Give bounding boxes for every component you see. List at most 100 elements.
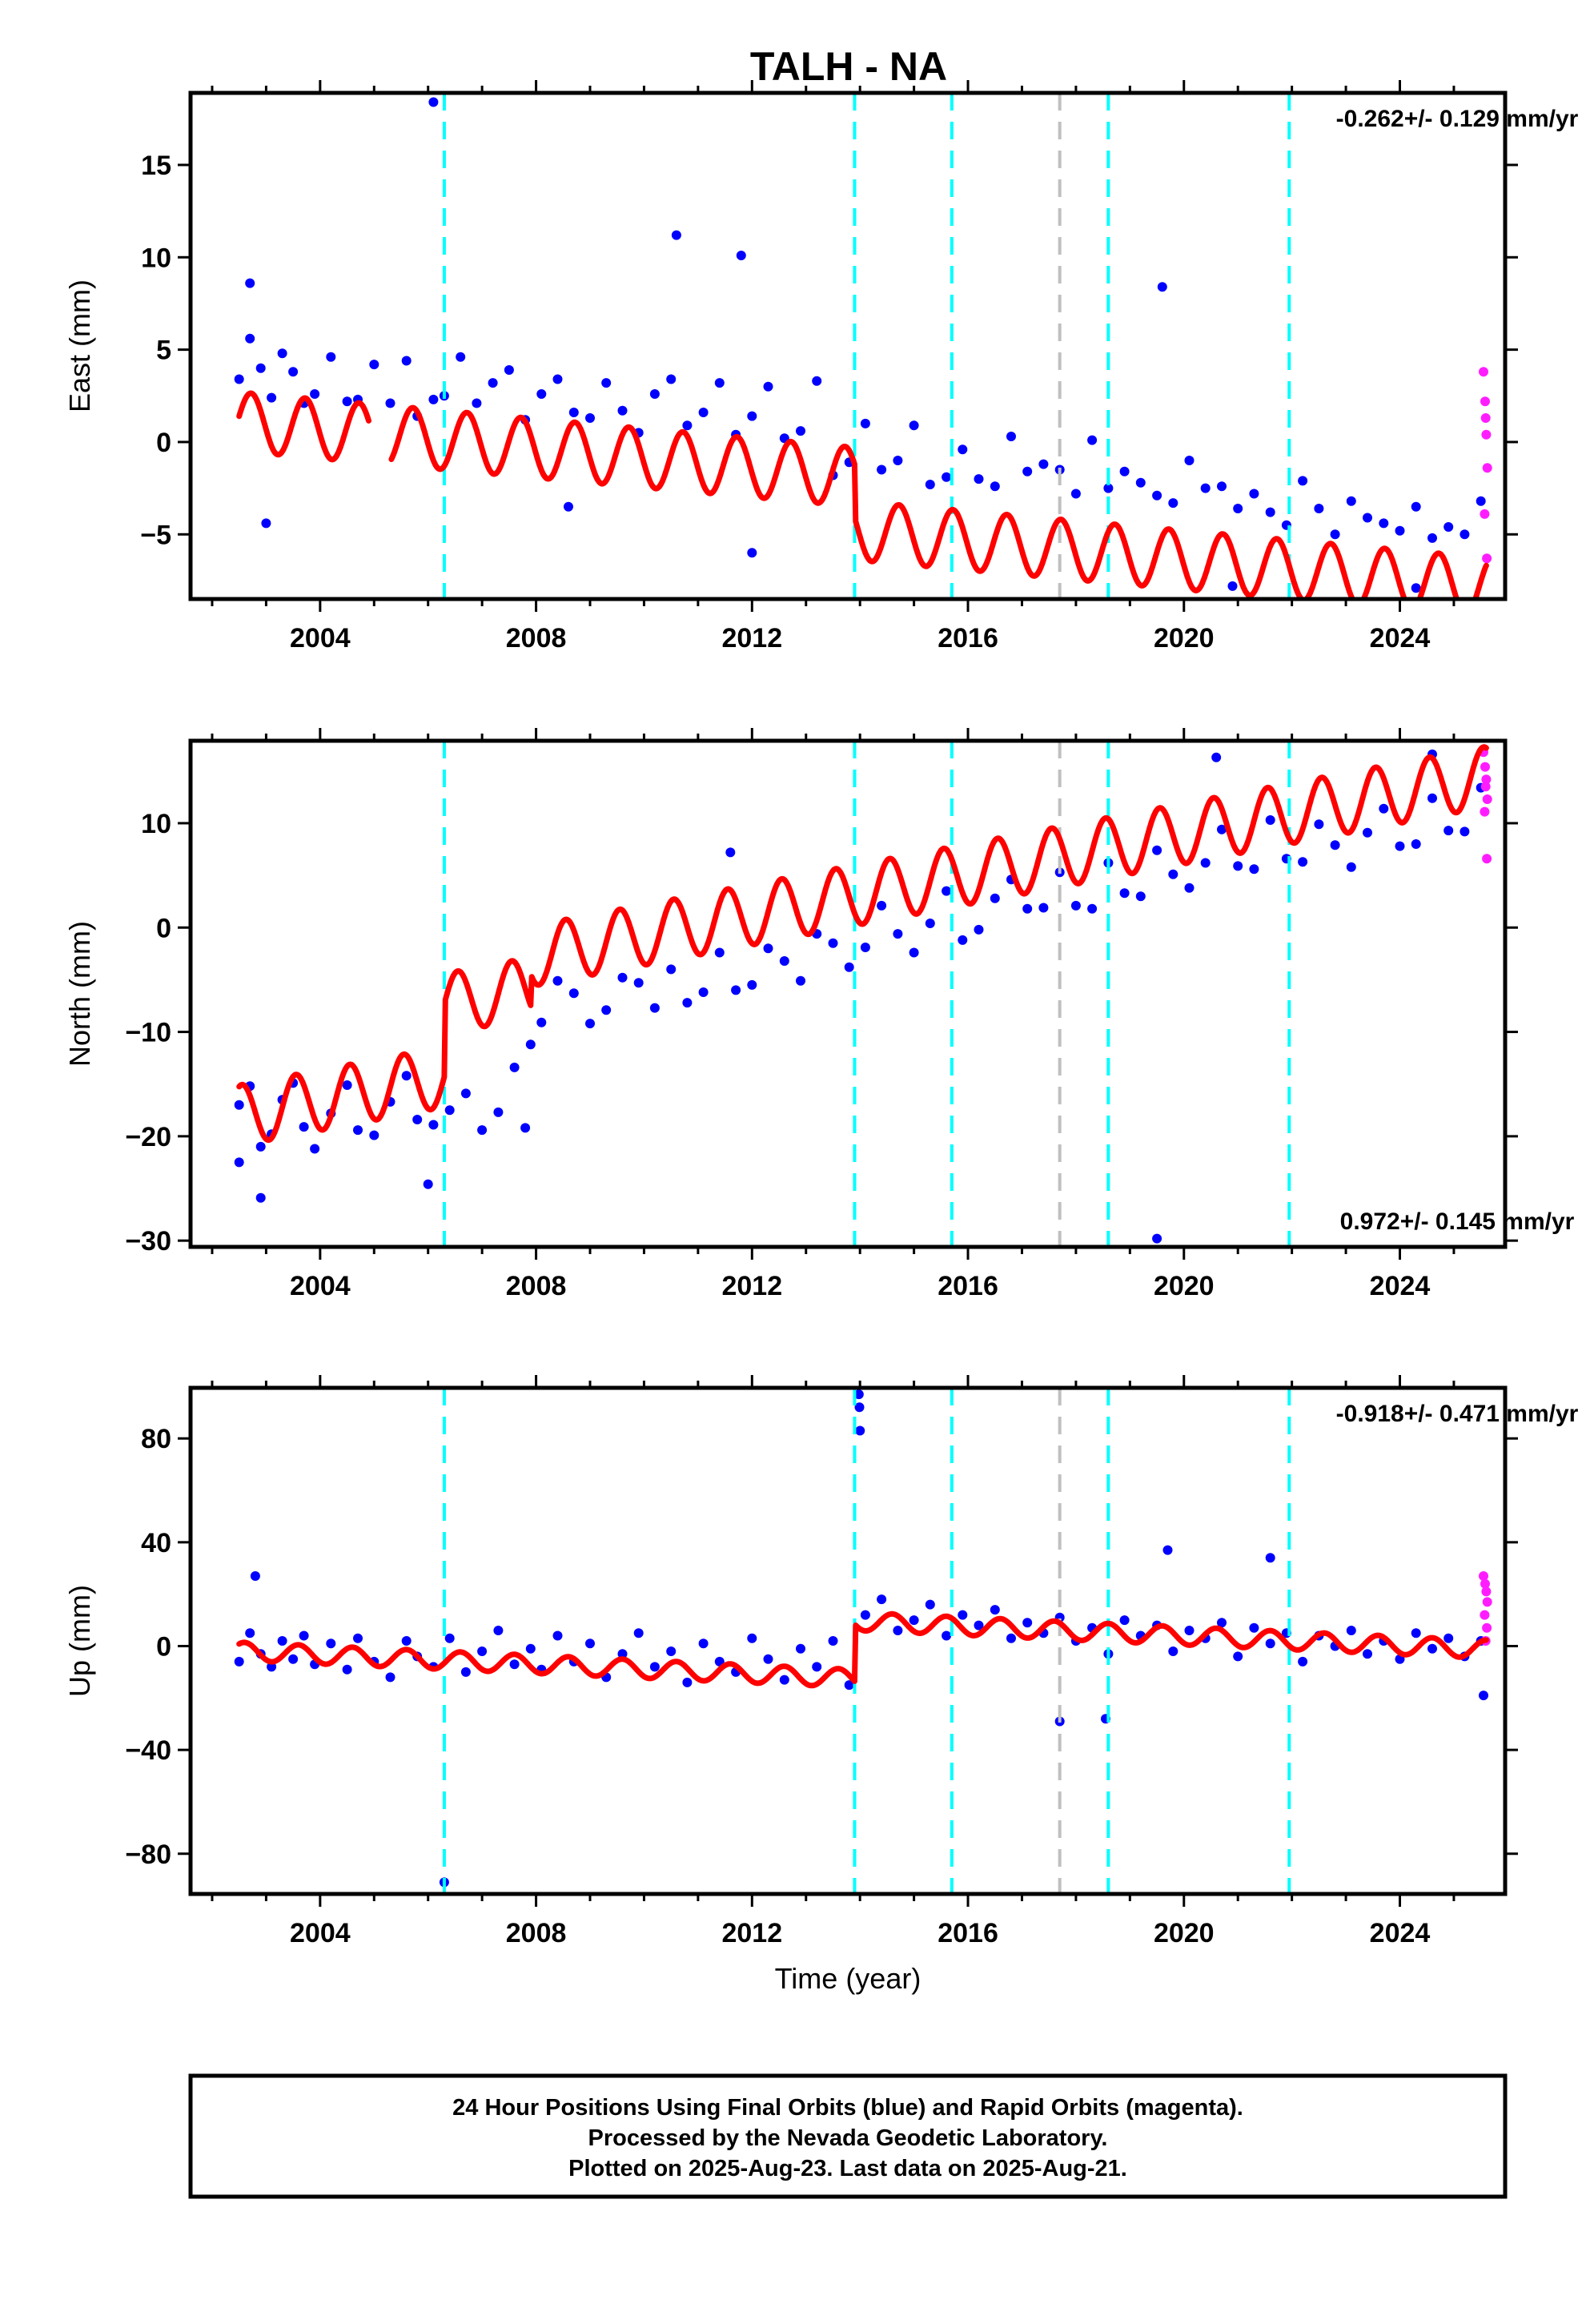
up-data-point — [747, 1633, 757, 1643]
north-series-rapid-orbits — [1479, 747, 1492, 864]
east-data-point — [472, 398, 482, 408]
north-xtick-label: 2004 — [290, 1271, 351, 1301]
east-data-point — [893, 456, 903, 465]
up-data-point — [860, 1610, 870, 1620]
up-xlabel: Time (year) — [775, 1962, 921, 1995]
east-data-point — [488, 378, 498, 388]
up-data-point — [853, 1389, 864, 1400]
east-data-point — [812, 376, 822, 386]
up-data-point — [854, 1402, 865, 1413]
north-ytick-label: −10 — [125, 1018, 171, 1048]
up-xtick-label: 2020 — [1154, 1918, 1215, 1948]
up-data-point — [1184, 1626, 1195, 1635]
east-data-point — [1087, 435, 1098, 445]
north-data-point — [1200, 858, 1211, 868]
east-xtick-label: 2004 — [290, 623, 351, 653]
up-data-point — [1119, 1615, 1130, 1626]
north-data-point — [1168, 869, 1178, 879]
east-data-point — [428, 394, 439, 404]
up-data-point — [552, 1630, 563, 1641]
east-data-point — [942, 472, 952, 482]
east-data-point — [504, 365, 514, 375]
east-data-point — [1265, 507, 1275, 517]
up-ytick-label: −40 — [125, 1735, 171, 1766]
up-xtick-label: 2024 — [1370, 1918, 1431, 1948]
north-data-point — [234, 1100, 244, 1110]
up-data-point — [1427, 1643, 1437, 1654]
north-data-point — [1233, 861, 1243, 871]
north-data-point — [423, 1179, 433, 1189]
north-data-point — [1184, 883, 1195, 893]
up-data-point — [877, 1594, 887, 1605]
north-data-point — [1330, 840, 1340, 850]
north-data-point — [536, 1017, 547, 1027]
east-data-point — [877, 464, 887, 475]
north-data-point — [493, 1107, 504, 1117]
east-data-point — [763, 381, 773, 392]
north-data-point — [1379, 803, 1389, 814]
up-data-point — [1481, 1586, 1492, 1597]
east-xtick-label: 2024 — [1370, 623, 1431, 653]
north-data-point — [509, 1062, 520, 1072]
east-data-point — [860, 418, 870, 428]
east-data-point — [1443, 522, 1454, 532]
east-data-point — [682, 420, 693, 431]
north-xtick-label: 2020 — [1154, 1271, 1215, 1301]
north-panel: 2004 2008 2012 2016 2020 2024 −30 −20 −10 0 10 Nort… — [63, 728, 1575, 1301]
north-data-point — [714, 947, 725, 958]
up-data-point — [493, 1626, 504, 1635]
up-data-point — [925, 1599, 935, 1610]
east-data-point — [1217, 481, 1227, 492]
up-xtick-label: 2004 — [290, 1918, 351, 1948]
east-series-rapid-orbits — [1479, 367, 1492, 564]
up-data-point — [250, 1571, 260, 1581]
east-xtick-label: 2020 — [1154, 623, 1215, 653]
north-data-point — [725, 847, 736, 858]
up-ytick-label: 40 — [141, 1528, 171, 1558]
up-data-point — [1168, 1647, 1178, 1656]
up-data-point — [1411, 1628, 1421, 1638]
up-ytick-label: −80 — [125, 1839, 171, 1870]
east-data-point — [1168, 498, 1178, 509]
east-xtick-label: 2016 — [938, 623, 998, 653]
east-ytick-label: 5 — [156, 336, 171, 366]
north-data-point — [444, 1105, 455, 1116]
up-data-point — [1346, 1626, 1356, 1635]
east-data-point — [1070, 489, 1081, 499]
north-data-point — [1087, 903, 1098, 914]
east-data-point — [1249, 489, 1259, 499]
up-data-point — [585, 1638, 595, 1649]
up-data-point — [1217, 1618, 1227, 1628]
up-data-point — [277, 1636, 287, 1646]
up-data-point — [299, 1630, 309, 1641]
north-data-point — [666, 964, 677, 975]
up-data-point — [1482, 1622, 1492, 1633]
east-data-point — [401, 356, 412, 366]
east-data-point — [1346, 496, 1356, 506]
north-data-point — [1346, 862, 1356, 872]
north-data-point — [844, 962, 854, 972]
east-data-point — [1006, 432, 1016, 441]
up-data-point — [942, 1630, 952, 1641]
east-data-point — [796, 426, 805, 436]
north-xtick-label: 2008 — [506, 1271, 567, 1301]
east-data-point — [428, 97, 439, 107]
east-data-point — [277, 348, 287, 359]
up-ytick-label: 80 — [141, 1424, 171, 1454]
east-data-point — [234, 374, 244, 384]
up-data-point — [1022, 1618, 1033, 1628]
up-data-point — [353, 1633, 363, 1643]
up-data-point — [342, 1664, 352, 1675]
east-data-point — [1200, 483, 1211, 493]
east-panel: 2004 2008 2012 2016 2020 2024 −5 0 5 10 15 East (mm… — [63, 80, 1579, 653]
east-data-point — [1330, 529, 1340, 540]
footer-line-2: Processed by the Nevada Geodetic Laborat… — [588, 2125, 1108, 2151]
up-data-point — [617, 1649, 628, 1659]
up-data-point — [763, 1654, 773, 1664]
up-plot-frame — [188, 1385, 1508, 1896]
east-data-point — [1157, 282, 1167, 292]
up-data-point — [1233, 1651, 1243, 1662]
north-data-point — [477, 1125, 488, 1136]
east-data-point — [1314, 504, 1324, 513]
